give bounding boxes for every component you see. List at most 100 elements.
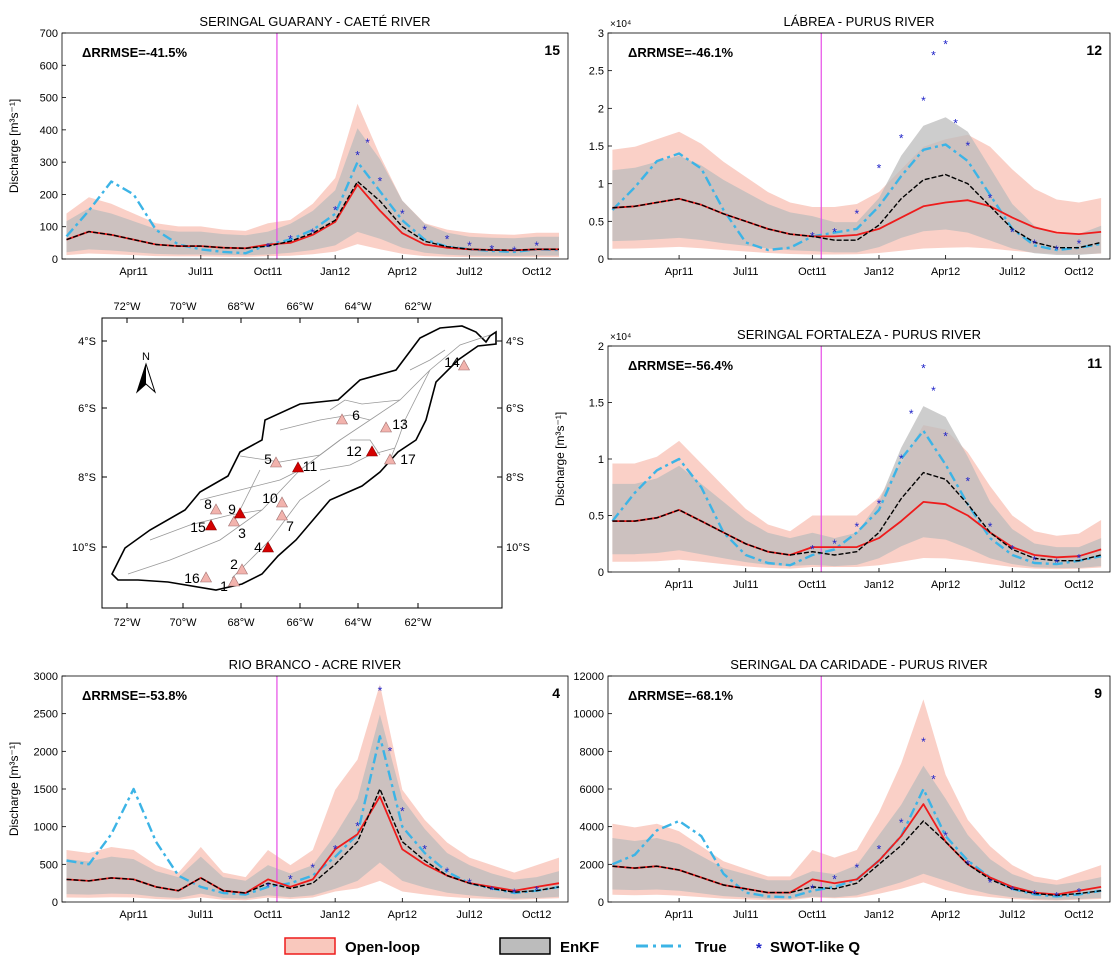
swot-marker: * — [1077, 551, 1082, 565]
swot-marker: * — [966, 475, 971, 489]
plot-area: * * * * * * * * * * * * * * — [611, 676, 1102, 902]
y-tick-label: 6000 — [580, 784, 604, 796]
y-tick-label: 2000 — [580, 859, 604, 871]
chart-panel-12: * * * * * * * * * * * * * * * 0 0.5 1 1.5 2 2.5 3 Apr11 Jul11 Oc… — [589, 14, 1111, 278]
map-lat-label-left: 4°S — [78, 336, 96, 348]
north-label: N — [142, 351, 150, 363]
map-lon-label-top: 66°W — [286, 301, 314, 313]
y-tick-label: 2.5 — [589, 66, 604, 78]
x-tick-label: Jan12 — [864, 909, 894, 921]
enkf-band — [612, 765, 1102, 900]
x-tick-label: Oct11 — [798, 266, 827, 278]
y-tick-label: 0 — [52, 897, 58, 909]
swot-marker: * — [266, 880, 271, 894]
y-tick-label: 0.5 — [589, 511, 604, 523]
x-tick-label: Oct11 — [798, 909, 827, 921]
swot-marker: * — [534, 239, 539, 253]
legend-enkf-label: EnKF — [560, 939, 599, 956]
swot-marker: * — [355, 820, 360, 834]
map-lat-label-right: 4°S — [506, 336, 524, 348]
swot-marker: * — [854, 207, 859, 221]
swot-marker: * — [988, 192, 993, 206]
map-lon-label-top: 72°W — [113, 301, 141, 313]
map-lon-label-top: 70°W — [169, 301, 197, 313]
swot-marker: * — [854, 520, 859, 534]
y-tick-label: 4000 — [580, 822, 604, 834]
legend: Open-loop EnKF True * SWOT-like Q — [284, 937, 860, 957]
y-axis-label: Discharge [m³s⁻¹] — [7, 742, 21, 836]
swot-marker: * — [1010, 226, 1015, 240]
gauge-label-3: 3 — [238, 525, 246, 541]
gauge-marker-7 — [275, 509, 289, 521]
y-tick-label: 1 — [598, 454, 604, 466]
swot-marker: * — [966, 857, 971, 871]
open-loop-series-line — [612, 803, 1102, 896]
swot-marker: * — [467, 239, 472, 253]
swot-marker: * — [288, 233, 293, 247]
swot-marker: * — [832, 872, 837, 886]
y-tick-label: 1500 — [34, 784, 58, 796]
gauge-marker-9 — [233, 507, 247, 519]
swot-marker: * — [988, 520, 993, 534]
swot-marker: * — [1054, 243, 1059, 257]
y-tick-label: 2000 — [34, 746, 58, 758]
panel-title: RIO BRANCO - ACRE RIVER — [229, 657, 402, 672]
map-lat-label-left: 10°S — [72, 542, 96, 554]
gauge-label-14: 14 — [444, 354, 460, 370]
swot-marker: * — [899, 452, 904, 466]
enkf-band — [612, 406, 1102, 568]
y-tick-label: 1.5 — [589, 398, 604, 410]
plot-area: * * * * * * * * * * * * * * — [66, 676, 560, 902]
legend-true-label: True — [695, 939, 727, 956]
x-tick-label: Apr12 — [931, 266, 960, 278]
swot-marker: * — [355, 149, 360, 163]
gauge-label-11: 11 — [303, 458, 318, 474]
x-tick-label: Jan12 — [864, 266, 894, 278]
swot-marker: * — [1032, 554, 1037, 568]
x-tick-label: Jul11 — [733, 909, 758, 921]
swot-marker: * — [1010, 542, 1015, 556]
swot-marker: * — [534, 884, 539, 898]
swot-marker: * — [388, 744, 393, 758]
swot-marker: * — [1010, 884, 1015, 898]
enkf-series-line — [612, 820, 1102, 897]
gauge-marker-2 — [235, 563, 249, 575]
map-lat-label-left: 8°S — [78, 472, 96, 484]
map-lon-label-bottom: 68°W — [227, 617, 255, 629]
swot-marker: * — [400, 207, 405, 221]
x-tick-label: Jul12 — [999, 909, 1025, 921]
gauge-label-16: 16 — [184, 570, 200, 586]
y-tick-label: 3000 — [34, 671, 58, 683]
x-tick-label: Jul11 — [188, 909, 213, 921]
map-lon-label-top: 68°W — [227, 301, 255, 313]
x-tick-label: Jan12 — [864, 579, 894, 591]
y-tick-label: 0 — [598, 254, 604, 266]
y-tick-label: 12000 — [573, 671, 604, 683]
panel-number: 4 — [552, 685, 560, 701]
swot-marker: * — [422, 223, 427, 237]
rrmse-annotation: ΔRRMSE=-41.5% — [82, 45, 188, 60]
y-tick-label: 2 — [598, 341, 604, 353]
rrmse-annotation: ΔRRMSE=-53.8% — [82, 688, 188, 703]
chart-panel-11: * * * * * * * * * * * * * * * 0 0.5 1 1.5 2 Apr11 Jul11 Oct11 J… — [553, 327, 1111, 591]
swot-marker: * — [953, 116, 958, 130]
swot-marker: * — [1077, 886, 1082, 900]
swot-marker: * — [512, 244, 517, 258]
enkf-band — [612, 117, 1102, 255]
swot-marker: * — [1032, 887, 1037, 901]
map-lat-label-right: 6°S — [506, 403, 524, 415]
enkf-band — [66, 128, 559, 256]
chart-panel-15: * * * * * * * * * * * * * * 0 100 200 300 400 500 600 700 Apr1… — [7, 14, 569, 278]
gauge-marker-1 — [227, 575, 241, 587]
y-tick-label: 0 — [52, 254, 58, 266]
swot-marker: * — [333, 204, 338, 218]
swot-marker: * — [854, 861, 859, 875]
map-lat-label-right: 8°S — [506, 472, 524, 484]
legend-open-loop-label: Open-loop — [345, 939, 420, 956]
swot-marker: * — [931, 773, 936, 787]
gauge-label-8: 8 — [204, 496, 212, 512]
rrmse-annotation: ΔRRMSE=-68.1% — [628, 688, 734, 703]
gauge-label-7: 7 — [286, 518, 294, 534]
y-tick-label: 2500 — [34, 709, 58, 721]
map-lon-label-bottom: 70°W — [169, 617, 197, 629]
